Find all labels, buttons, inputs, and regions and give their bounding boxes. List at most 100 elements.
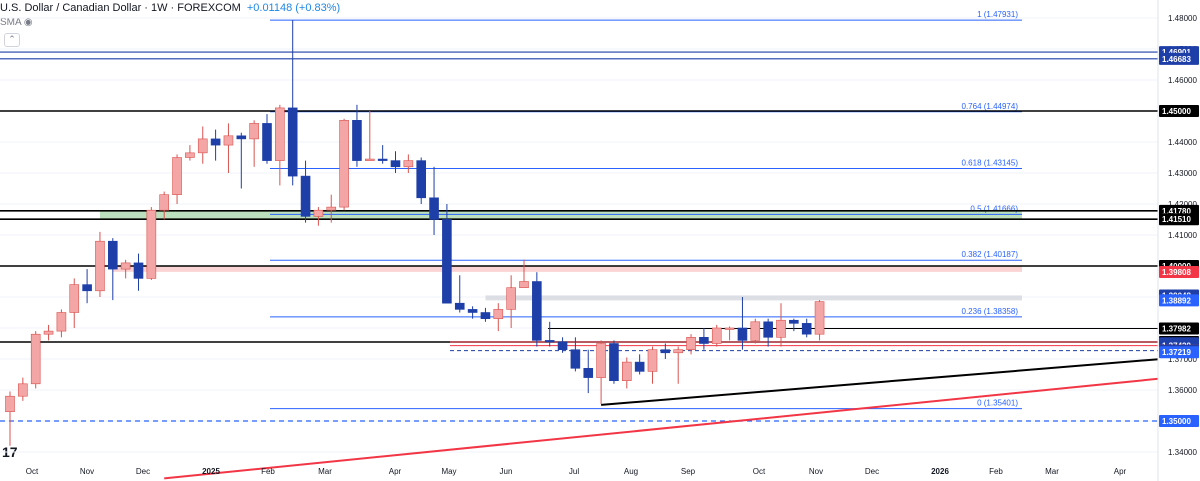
- price-tick-label: 1.44000: [1168, 138, 1197, 147]
- price-change: +0.01148 (+0.83%): [246, 2, 341, 14]
- candle-body: [287, 107, 298, 177]
- candle: [43, 324, 54, 341]
- candle: [609, 340, 619, 384]
- price-label-box: [1159, 213, 1199, 226]
- price-label: 1.41780: [1162, 207, 1191, 216]
- candle: [172, 154, 182, 204]
- candle-body: [390, 160, 401, 168]
- zone: [485, 295, 1022, 301]
- candle-body: [108, 240, 118, 270]
- price-label: 1.35000: [1162, 417, 1191, 426]
- time-tick-label: Sep: [681, 467, 696, 476]
- candle: [275, 104, 285, 186]
- candle: [801, 318, 812, 338]
- candle-body: [454, 302, 465, 310]
- candle-body: [197, 138, 208, 154]
- price-tick-label: 1.43000: [1168, 169, 1197, 178]
- symbol-title[interactable]: U.S. Dollar / Canadian Dollar · 1W · FOR…: [0, 2, 241, 14]
- fib-label: 1 (1.47931): [977, 10, 1018, 19]
- price-label-box: [1159, 265, 1199, 278]
- candle: [262, 114, 272, 164]
- candle: [390, 151, 401, 173]
- candle-body: [82, 284, 92, 292]
- candle-body: [133, 262, 144, 279]
- time-tick-label: 2025: [202, 467, 220, 476]
- candle: [532, 272, 542, 347]
- sma-indicator[interactable]: SMA ◉: [0, 17, 33, 28]
- trendline: [601, 354, 1200, 406]
- candle-body: [789, 319, 799, 324]
- candle-body: [352, 120, 362, 161]
- time-tick-label: Dec: [136, 467, 150, 476]
- candle: [583, 349, 594, 394]
- candle: [300, 160, 311, 223]
- candle-body: [185, 152, 195, 158]
- time-tick-label: Dec: [865, 467, 879, 476]
- price-tick-label: 1.46000: [1168, 76, 1197, 85]
- collapse-chevron-icon[interactable]: ⌃: [4, 33, 20, 47]
- fib-label: 0.236 (1.38358): [962, 307, 1019, 316]
- candle: [249, 120, 259, 167]
- time-tick-label: Apr: [389, 467, 402, 476]
- candle: [673, 346, 684, 384]
- candle-body: [262, 123, 272, 161]
- candle-body: [814, 301, 825, 335]
- candle-body: [275, 107, 285, 161]
- candle-body: [95, 240, 105, 292]
- candle-body: [699, 336, 709, 344]
- candle: [133, 253, 144, 291]
- candle: [30, 331, 41, 389]
- candle-body: [467, 309, 478, 313]
- fib-label: 0 (1.35401): [977, 399, 1018, 408]
- time-tick-label: 2026: [931, 467, 949, 476]
- candle-body: [801, 323, 812, 335]
- candle-body: [377, 158, 388, 161]
- eye-icon[interactable]: ◉: [23, 17, 33, 28]
- candle-body: [557, 341, 568, 351]
- candle: [339, 118, 349, 211]
- candle-body: [416, 160, 427, 199]
- candle-body: [750, 321, 761, 341]
- time-tick-label: Apr: [1114, 467, 1127, 476]
- candle: [750, 318, 761, 344]
- candle: [621, 357, 632, 389]
- candle: [377, 145, 388, 164]
- candle-body: [18, 383, 28, 397]
- zone: [99, 210, 1022, 220]
- candle: [480, 307, 491, 322]
- candle: [108, 238, 118, 301]
- candle-body: [724, 327, 735, 330]
- price-label: 1.38892: [1162, 296, 1191, 305]
- price-axis: [1158, 0, 1200, 481]
- candle: [313, 207, 324, 226]
- time-tick-label: Mar: [1045, 467, 1059, 476]
- candle-body: [583, 367, 594, 378]
- candle-body: [519, 281, 529, 288]
- time-tick-label: Nov: [80, 467, 94, 476]
- candle: [352, 104, 362, 167]
- candle: [634, 354, 645, 375]
- candle: [326, 194, 337, 223]
- price-tick-label: 1.37000: [1168, 355, 1197, 364]
- candle: [493, 303, 504, 332]
- candle-body: [776, 319, 786, 338]
- candle-body: [30, 333, 41, 385]
- price-label-box: [1159, 322, 1199, 335]
- time-tick-label: Jun: [500, 467, 513, 476]
- chart-header: U.S. Dollar / Canadian Dollar · 1W · FOR…: [0, 2, 340, 14]
- candle: [403, 154, 414, 173]
- candle-body: [172, 157, 182, 196]
- candle-body: [634, 361, 645, 372]
- price-label: 1.41510: [1162, 215, 1191, 224]
- candle: [660, 343, 671, 359]
- candle: [223, 123, 234, 173]
- candle-body: [159, 194, 169, 211]
- time-tick-label: Oct: [753, 467, 766, 476]
- candle-body: [429, 197, 439, 220]
- candle-body: [146, 209, 157, 279]
- candle: [120, 259, 131, 279]
- candle-body: [120, 262, 131, 270]
- candle: [789, 318, 799, 332]
